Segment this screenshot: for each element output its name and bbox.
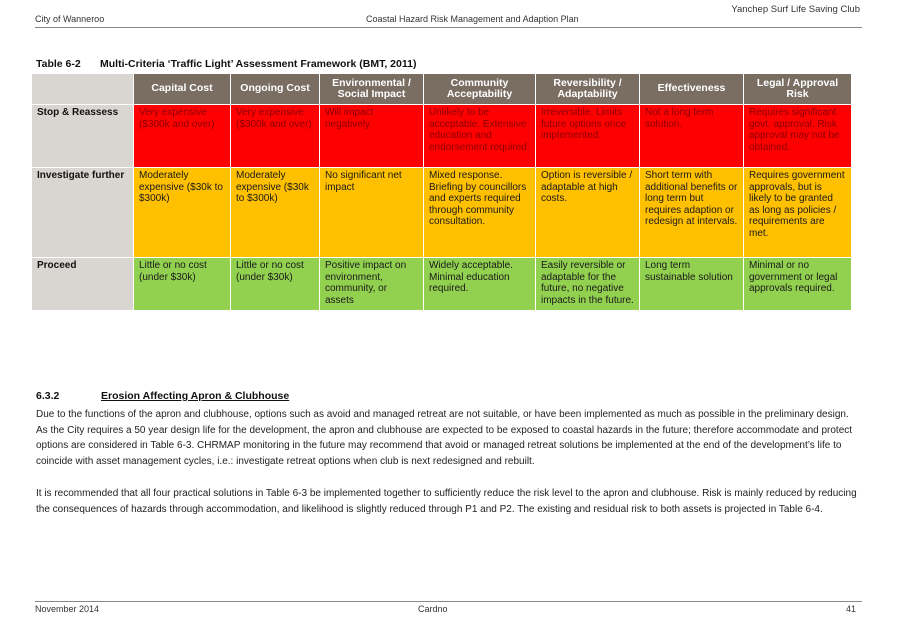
page-footer: November 2014 Cardno 41 bbox=[35, 601, 862, 616]
page-header: City of Wanneroo Coastal Hazard Risk Man… bbox=[35, 14, 862, 28]
row-header: Stop & Reassess bbox=[31, 104, 134, 168]
column-header: Legal / Approval Risk bbox=[743, 73, 852, 105]
table-cell: Long term sustainable solution bbox=[639, 257, 744, 311]
table-row-investigate-further: Investigate further Moderately expensive… bbox=[31, 167, 852, 258]
document-client: Yanchep Surf Life Saving Club bbox=[731, 4, 860, 15]
column-header: Effectiveness bbox=[639, 73, 744, 105]
header-document-title: Coastal Hazard Risk Management and Adapt… bbox=[366, 14, 579, 24]
footer-company: Cardno bbox=[418, 604, 448, 614]
footer-date: November 2014 bbox=[35, 604, 100, 614]
table-cell: Very expensive ($300k and over) bbox=[230, 104, 320, 168]
body-paragraph: It is recommended that all four practica… bbox=[36, 488, 857, 515]
table-cell: Very expensive ($300k and over) bbox=[133, 104, 231, 168]
table-cell: Little or no cost (under $30k) bbox=[133, 257, 231, 311]
column-header: Community Acceptability bbox=[423, 73, 536, 105]
table-cell: Moderately expensive ($30k to $300k) bbox=[133, 167, 231, 258]
table-cell: Not a long term solution. bbox=[639, 104, 744, 168]
traffic-light-table: Capital Cost Ongoing Cost Environmental … bbox=[31, 73, 852, 311]
row-header: Proceed bbox=[31, 257, 134, 311]
section-title: Erosion Affecting Apron & Clubhouse bbox=[101, 390, 290, 402]
table-cell: Will impact negatively bbox=[319, 104, 424, 168]
table-cell: No significant net impact bbox=[319, 167, 424, 258]
table-cell: Irreversible. Limits future options once… bbox=[535, 104, 640, 168]
row-header: Investigate further bbox=[31, 167, 134, 258]
table-cell: Option is reversible / adaptable at high… bbox=[535, 167, 640, 258]
column-header: Reversibility / Adaptability bbox=[535, 73, 640, 105]
table-number: Table 6-2 bbox=[36, 58, 81, 70]
column-header: Environmental / Social Impact bbox=[319, 73, 424, 105]
section-heading: 6.3.2 Erosion Affecting Apron & Clubhouse bbox=[36, 390, 289, 402]
section-number: 6.3.2 bbox=[36, 390, 60, 402]
header-organisation: City of Wanneroo bbox=[35, 14, 105, 24]
table-row-proceed: Proceed Little or no cost (under $30k) L… bbox=[31, 257, 852, 311]
table-cell: Unlikely to be acceptable. Extensive edu… bbox=[423, 104, 536, 168]
table-row-stop-reassess: Stop & Reassess Very expensive ($300k an… bbox=[31, 104, 852, 168]
table-cell: Widely acceptable. Minimal education req… bbox=[423, 257, 536, 311]
column-header: Capital Cost bbox=[133, 73, 231, 105]
table-cell: Easily reversible or adaptable for the f… bbox=[535, 257, 640, 311]
table-corner-cell bbox=[31, 73, 134, 105]
table-caption: Table 6-2 Multi-Criteria ‘Traffic Light’ … bbox=[36, 58, 416, 70]
body-paragraph: Due to the functions of the apron and cl… bbox=[36, 409, 853, 467]
table-cell: Positive impact on environment, communit… bbox=[319, 257, 424, 311]
page-number: 41 bbox=[845, 604, 856, 614]
table-cell: Requires significant govt. approval. Ris… bbox=[743, 104, 852, 168]
column-header: Ongoing Cost bbox=[230, 73, 320, 105]
table-cell: Mixed response. Briefing by councillors … bbox=[423, 167, 536, 258]
table-title: Multi-Criteria ‘Traffic Light’ Assessmen… bbox=[100, 58, 417, 70]
table-cell: Minimal or no government or legal approv… bbox=[743, 257, 852, 311]
table-header-row: Capital Cost Ongoing Cost Environmental … bbox=[31, 73, 852, 105]
table-cell: Little or no cost (under $30k) bbox=[230, 257, 320, 311]
table-cell: Short term with additional benefits or l… bbox=[639, 167, 744, 258]
table-cell: Requires government approvals, but is li… bbox=[743, 167, 852, 258]
table-cell: Moderately expensive ($30k to $300k) bbox=[230, 167, 320, 258]
